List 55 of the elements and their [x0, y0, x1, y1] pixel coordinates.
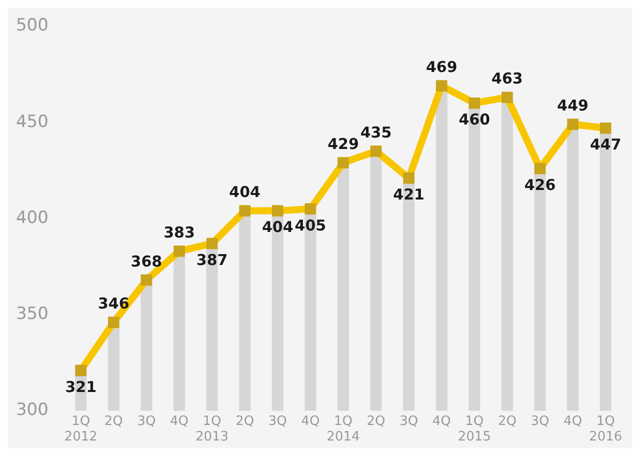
y-tick-label: 400: [16, 208, 48, 228]
point: [403, 172, 414, 184]
x-tick-label: 2Q: [498, 414, 516, 429]
x-tick-label: 2Q: [236, 414, 254, 429]
data-label: 421: [393, 186, 424, 204]
x-tick-label: 4Q: [301, 414, 320, 429]
point: [75, 364, 87, 376]
data-label: 426: [524, 176, 556, 194]
point: [370, 146, 382, 157]
x-tick-label: 2Q: [104, 414, 123, 429]
data-label: 405: [294, 216, 326, 234]
x-tick-label: 1Q 2013: [195, 414, 229, 445]
data-label: 404: [262, 218, 294, 236]
x-tick-label: 2Q: [366, 414, 386, 429]
point: [600, 122, 612, 134]
y-tick-label: 500: [16, 16, 48, 36]
point: [338, 157, 349, 168]
x-tick-label: 1Q 2016: [589, 414, 622, 445]
data-label: 321: [65, 378, 97, 396]
point: [174, 246, 185, 257]
y-tick-label: 450: [16, 112, 48, 132]
point: [502, 92, 513, 104]
x-tick-label: 1Q 2015: [458, 414, 491, 445]
data-label: 449: [557, 96, 588, 115]
point: [140, 274, 152, 286]
data-label: 368: [130, 252, 162, 270]
y-tick-label: 300: [16, 400, 48, 420]
x-tick-label: 4Q: [170, 414, 188, 429]
x-tick-label: 1Q 2012: [64, 414, 98, 445]
point: [108, 316, 120, 328]
x-tick-label: 4Q: [432, 414, 451, 429]
point: [272, 205, 284, 216]
point: [468, 97, 480, 109]
data-label: 460: [458, 110, 490, 129]
point: [534, 162, 546, 174]
x-tick-label: 3Q: [137, 414, 156, 429]
x-tick-label: 1Q 2014: [326, 414, 360, 445]
point: [567, 118, 578, 130]
x-tick-label: 4Q: [564, 414, 582, 429]
data-label: 383: [164, 224, 195, 242]
data-label: 387: [196, 250, 228, 269]
x-tick-label: 3Q: [400, 414, 418, 429]
y-tick-label: 350: [16, 304, 48, 324]
data-label: 435: [360, 124, 392, 142]
data-label: 447: [590, 136, 622, 154]
data-label: 404: [229, 183, 260, 202]
x-tick-label: 3Q: [530, 414, 550, 429]
data-label: 469: [426, 58, 458, 76]
point: [239, 205, 250, 216]
point: [436, 80, 448, 92]
x-tick-label: 3Q: [268, 414, 287, 429]
point: [206, 238, 218, 250]
data-label: 429: [328, 135, 359, 154]
point: [304, 203, 316, 215]
data-label: 463: [492, 70, 523, 88]
